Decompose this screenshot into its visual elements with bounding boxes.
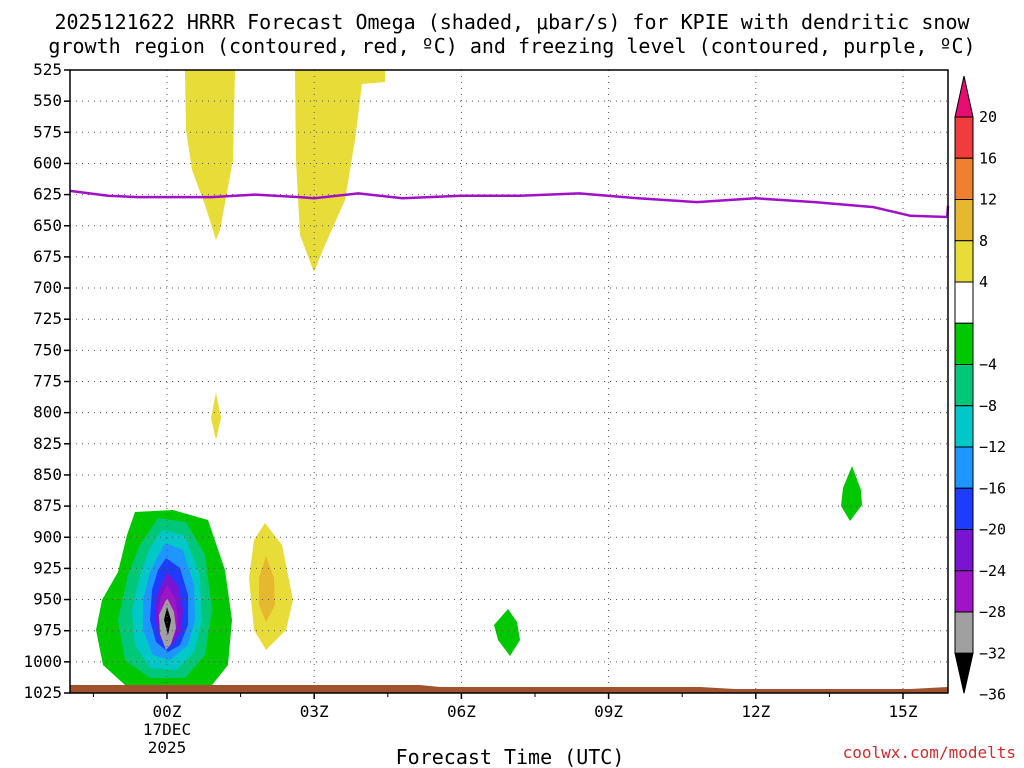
colorbar-label: 16: [979, 149, 997, 167]
colorbar-label: −12: [979, 438, 1006, 456]
colorbar-label: −16: [979, 479, 1006, 497]
colorbar-top-arrow: [954, 75, 974, 118]
omega-area-small-spike: [211, 393, 221, 440]
colorbar-swatch: [954, 570, 974, 613]
omega-area-upper-left: [185, 70, 235, 240]
omega-area-green-06z: [494, 609, 520, 656]
colorbar-label: 12: [979, 191, 997, 209]
omega-area-upper-right: [295, 70, 385, 272]
colorbar-label: −28: [979, 603, 1006, 621]
colorbar-swatch: [954, 322, 974, 365]
credit-link[interactable]: coolwx.com/modelts: [843, 743, 1016, 762]
colorbar-bottom-arrow: [954, 652, 974, 694]
colorbar-swatch: [954, 446, 974, 489]
colorbar-swatch: [954, 199, 974, 242]
chart-title-line-2: growth region (contoured, red, ºC) and f…: [48, 34, 975, 58]
y-tick-label: 975: [33, 621, 62, 640]
y-tick-label: 850: [33, 465, 62, 484]
y-tick-label: 925: [33, 558, 62, 577]
colorbar-swatch: [954, 529, 974, 572]
y-tick-label: 750: [33, 340, 62, 359]
y-tick-label: 550: [33, 91, 62, 110]
colorbar-swatch: [954, 157, 974, 200]
plot-area: [69, 69, 950, 694]
colorbar-swatch: [954, 611, 974, 654]
colorbar-label: 8: [979, 232, 988, 250]
y-tick-label: 825: [33, 434, 62, 453]
omega-area-green-14z: [841, 466, 862, 521]
x-tick-label: 15Z: [889, 702, 918, 721]
colorbar-swatch: [954, 240, 974, 283]
colorbar-label: −36: [979, 686, 1006, 704]
colorbar-label: 20: [979, 108, 997, 126]
freezing-level-line: [69, 189, 950, 219]
x-tick-year: 2025: [148, 738, 187, 757]
y-tick-label: 1000: [23, 652, 62, 671]
y-tick-label: 1025: [23, 683, 62, 702]
x-tick-label: 12Z: [741, 702, 770, 721]
x-tick-label: 09Z: [594, 702, 623, 721]
y-tick-label: 950: [33, 590, 62, 609]
y-tick-label: 575: [33, 122, 62, 141]
colorbar-swatch: [954, 116, 974, 159]
colorbar-swatch: [954, 364, 974, 407]
x-tick-date: 17DEC: [143, 720, 191, 739]
omega-shading: [96, 70, 862, 688]
y-tick-label: 650: [33, 216, 62, 235]
colorbar-swatch: [954, 281, 974, 324]
omega-area-mid-positive-core: [259, 556, 275, 622]
y-axis-pressure: 525 550 575 600 625 650 675 700 725 750 775 800 825 8…: [23, 60, 70, 702]
y-tick-label: 525: [33, 60, 62, 79]
colorbar-label: −20: [979, 521, 1006, 539]
x-tick-label: 06Z: [447, 702, 476, 721]
colorbar-label: −8: [979, 397, 997, 415]
x-tick-label: 00Z: [153, 702, 182, 721]
y-tick-label: 725: [33, 309, 62, 328]
colorbar-label: −24: [979, 562, 1006, 580]
colorbar-swatch: [954, 405, 974, 448]
y-tick-label: 625: [33, 185, 62, 204]
y-tick-label: 675: [33, 247, 62, 266]
y-tick-label: 800: [33, 403, 62, 422]
y-tick-label: 700: [33, 278, 62, 297]
x-tick-label: 03Z: [300, 702, 329, 721]
colorbar-swatch: [954, 487, 974, 530]
y-tick-label: 600: [33, 153, 62, 172]
colorbar-label: −32: [979, 644, 1006, 662]
y-tick-label: 775: [33, 372, 62, 391]
omega-area-negative-black: [164, 607, 171, 635]
colorbar-label: 4: [979, 273, 988, 291]
chart-title-line-1: 2025121622 HRRR Forecast Omega (shaded, …: [54, 10, 970, 34]
surface-ground-band: [70, 685, 948, 693]
colorbar-label: −4: [979, 356, 997, 374]
x-axis-label: Forecast Time (UTC): [396, 745, 625, 768]
omega-colorbar: 20 16 12 8 4 −4 −8 −12 −16 −20 −24 −28 −32 −36: [954, 75, 1006, 704]
y-tick-label: 875: [33, 496, 62, 515]
y-tick-label: 900: [33, 527, 62, 546]
